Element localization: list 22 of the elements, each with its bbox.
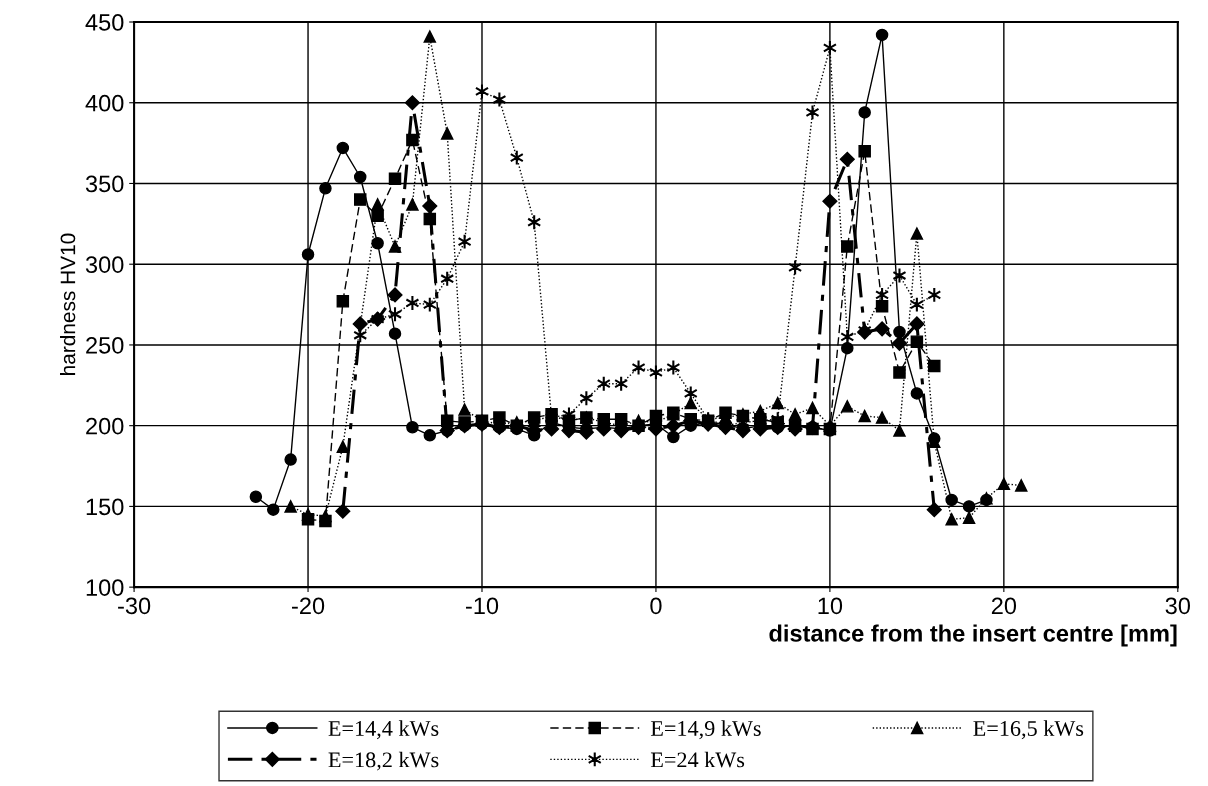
y-tick-label: 200 xyxy=(86,417,124,435)
y-tick-label: 300 xyxy=(85,256,124,273)
x-tick-label: 30 xyxy=(1165,597,1191,615)
x-tick-label: 20 xyxy=(991,597,1017,615)
x-tick-label: 10 xyxy=(818,597,843,615)
y-tick-label: 350 xyxy=(85,175,124,193)
y-tick-label: 400 xyxy=(85,94,124,112)
legend-label: E=14,4 kWs xyxy=(328,720,439,740)
x-tick-label: -10 xyxy=(465,597,499,615)
legend-label: E=16,5 kWs xyxy=(973,720,1084,740)
y-tick-label: 450 xyxy=(85,14,124,31)
legend-label: E=14,9 kWs xyxy=(650,720,761,740)
legend-label: E=18,2 kWs xyxy=(328,751,439,771)
x-axis-title: distance from the insert centre [mm] xyxy=(769,624,1177,647)
y-tick-label: 250 xyxy=(86,337,124,354)
legend-label: E=24 kWs xyxy=(650,751,745,768)
x-tick-label: -20 xyxy=(292,597,325,615)
y-axis-title: hardness HV10 xyxy=(60,233,76,375)
y-tick-label: 150 xyxy=(86,498,124,516)
x-tick-label: 0 xyxy=(650,597,662,615)
x-tick-label: -30 xyxy=(118,597,151,615)
y-tick-label: 100 xyxy=(86,579,124,596)
